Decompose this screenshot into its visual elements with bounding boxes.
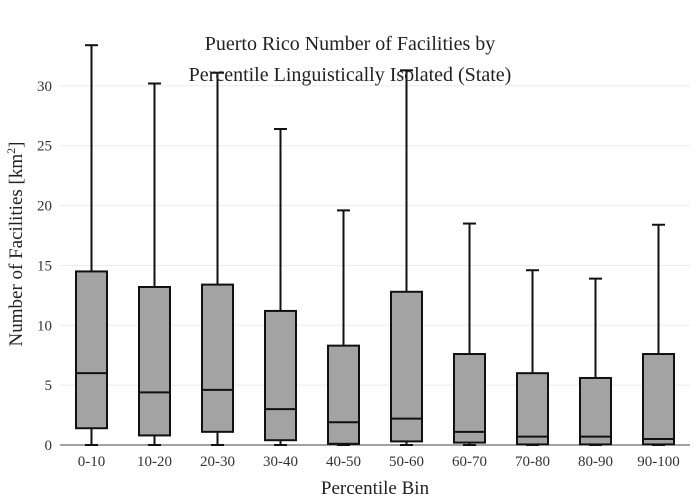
box-group [75, 44, 108, 446]
y-axis-title-main: Number of Facilities [km [6, 154, 27, 347]
x-tick-label: 10-20 [137, 454, 172, 470]
axes: 0 5 10 15 20 25 30 0-10 10-20 20-30 30-40 40-50 50-6… [37, 79, 690, 470]
y-tick-label: 0 [45, 438, 53, 454]
iqr-box [390, 290, 423, 443]
y-tick-label: 10 [37, 318, 52, 334]
x-tick-label: 60-70 [452, 454, 487, 470]
x-tick-label: 70-80 [515, 454, 550, 470]
y-tick-label: 30 [37, 79, 52, 95]
box-group [579, 277, 612, 446]
box-group [138, 82, 171, 446]
iqr-box [579, 376, 612, 446]
boxes [75, 44, 675, 446]
y-tick-label: 5 [45, 378, 53, 394]
box-group [264, 127, 297, 446]
x-tick-label: 30-40 [263, 454, 298, 470]
iqr-box [201, 283, 234, 433]
y-tick-label: 20 [37, 199, 52, 215]
iqr-box [264, 309, 297, 442]
y-axis-title: Number of Facilities [km2] [4, 142, 27, 347]
iqr-box [453, 353, 486, 444]
chart-title-line1: Puerto Rico Number of Facilities by [205, 33, 496, 55]
iqr-box [327, 344, 360, 445]
x-tick-label: 40-50 [326, 454, 361, 470]
box-group [642, 223, 675, 446]
box-group [327, 209, 360, 446]
x-tick-label: 20-30 [200, 454, 235, 470]
chart-title-line2: Percentile Linguistically Isolated (Stat… [189, 64, 512, 86]
x-tick-label: 80-90 [578, 454, 613, 470]
y-axis-title-end: ] [6, 142, 27, 148]
box-group [453, 222, 486, 446]
y-tick-label: 25 [37, 139, 52, 155]
iqr-box [642, 353, 675, 446]
iqr-box [138, 285, 171, 437]
x-tick-label: 0-10 [78, 454, 106, 470]
x-tick-label: 50-60 [389, 454, 424, 470]
box-group [390, 69, 423, 446]
x-axis-title: Percentile Bin [321, 478, 430, 499]
x-tick-label: 90-100 [637, 454, 680, 470]
y-tick-label: 15 [37, 258, 52, 274]
box-group [201, 71, 234, 446]
iqr-box [75, 270, 108, 430]
iqr-box [516, 372, 549, 446]
box-group [516, 269, 549, 446]
y-axis-title-sup: 2 [4, 148, 18, 154]
